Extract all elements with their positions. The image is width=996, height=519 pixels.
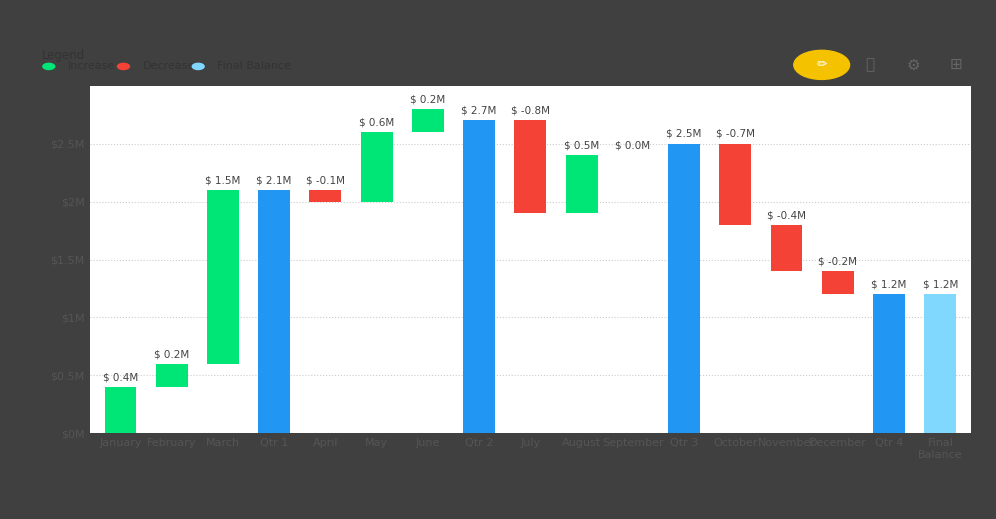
Text: Legend: Legend — [42, 49, 85, 62]
Bar — [258, 190, 290, 433]
Bar — [207, 190, 239, 364]
Text: $ -0.7M: $ -0.7M — [716, 129, 755, 139]
Bar — [719, 144, 751, 225]
Text: $ 0.6M: $ 0.6M — [359, 117, 394, 127]
Text: $ -0.4M: $ -0.4M — [767, 210, 806, 220]
Text: $ 1.2M: $ 1.2M — [872, 280, 906, 290]
Text: Decrease: Decrease — [142, 61, 194, 72]
Text: ✏: ✏ — [817, 58, 827, 72]
Bar — [361, 132, 392, 201]
Bar — [463, 120, 495, 433]
Bar — [105, 387, 136, 433]
Bar — [515, 120, 546, 213]
Text: $ 1.5M: $ 1.5M — [205, 175, 241, 185]
Bar — [310, 190, 342, 201]
Text: Increase: Increase — [68, 61, 115, 72]
Bar — [566, 155, 598, 213]
Text: $ -0.2M: $ -0.2M — [819, 256, 858, 266]
Bar — [924, 294, 956, 433]
Text: $ 0.4M: $ 0.4M — [103, 372, 138, 383]
Text: $ -0.1M: $ -0.1M — [306, 175, 345, 185]
Bar — [412, 109, 444, 132]
Text: 💬: 💬 — [865, 58, 874, 72]
Text: ⚙: ⚙ — [906, 58, 920, 72]
Text: $ 1.2M: $ 1.2M — [922, 280, 958, 290]
Text: Final Balance: Final Balance — [217, 61, 291, 72]
Text: $ -0.8M: $ -0.8M — [511, 106, 550, 116]
Bar — [873, 294, 905, 433]
Bar — [668, 144, 700, 433]
Text: $ 2.7M: $ 2.7M — [461, 106, 497, 116]
Text: $ 2.1M: $ 2.1M — [256, 175, 292, 185]
Text: ⊞: ⊞ — [950, 58, 962, 72]
Text: $ 0.5M: $ 0.5M — [564, 141, 600, 151]
Text: $ 0.0M: $ 0.0M — [616, 141, 650, 151]
Bar — [771, 225, 803, 271]
Text: $ 2.5M: $ 2.5M — [666, 129, 702, 139]
Text: $ 0.2M: $ 0.2M — [154, 349, 189, 359]
Bar — [822, 271, 854, 294]
Bar — [155, 364, 187, 387]
Text: $ 0.2M: $ 0.2M — [410, 94, 445, 104]
